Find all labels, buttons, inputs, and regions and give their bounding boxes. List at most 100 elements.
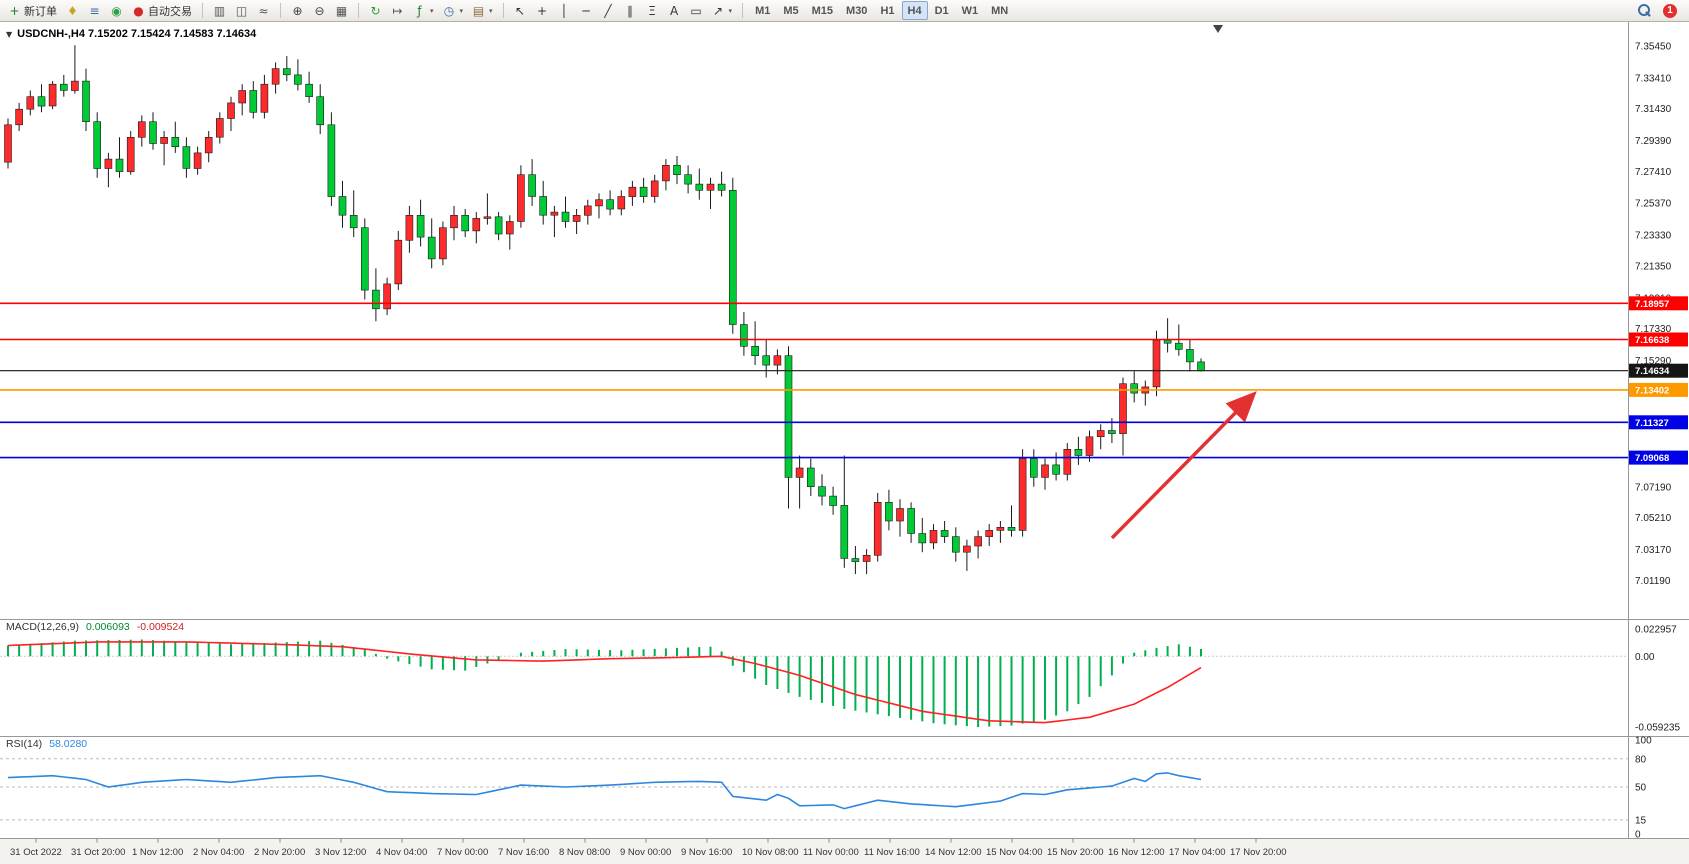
rsi-plot-area[interactable] <box>0 738 1628 838</box>
candle-body-up <box>773 355 782 366</box>
candle-body-up <box>472 218 481 232</box>
candle <box>1074 436 1083 465</box>
tf-mn-button[interactable]: MN <box>985 1 1014 20</box>
auto-scroll-button[interactable]: ↻ <box>365 1 386 20</box>
candle-body-up <box>896 508 904 522</box>
candle-body-up <box>517 174 525 222</box>
tf-m15-button[interactable]: M15 <box>806 1 839 20</box>
candle <box>940 521 949 543</box>
toolbar-group-chart-type: ▥ ◫ ≈ <box>209 1 274 20</box>
candle <box>662 159 670 191</box>
candle-body-up <box>71 80 79 91</box>
arrows-tool-button[interactable]: ↗ ▾ <box>708 1 737 20</box>
market-watch-button[interactable]: ≡ <box>84 1 105 20</box>
rsi-line <box>7 772 1202 810</box>
horizontal-line-button[interactable]: ─ <box>576 1 597 20</box>
candle <box>1041 458 1049 490</box>
candle-body-down <box>372 289 380 310</box>
candle-body-up <box>138 121 146 138</box>
crosshair-button[interactable]: + <box>532 1 553 20</box>
candle-body-down <box>427 236 436 260</box>
candle <box>818 474 826 506</box>
time-axis-area[interactable] <box>0 839 1689 864</box>
zoom-in-button[interactable]: ⊕ <box>287 1 308 20</box>
line-chart-icon: ≈ <box>258 3 269 18</box>
candle <box>271 62 280 94</box>
price-axis-label: 7.05210 <box>1635 513 1672 524</box>
time-axis-label: 4 Nov 04:00 <box>376 847 427 858</box>
new-order-button[interactable]: + 新订单 <box>4 1 61 20</box>
periods-button[interactable]: ◷ ▾ <box>439 1 468 20</box>
time-axis-label: 2 Nov 04:00 <box>193 847 244 858</box>
candle-body-down <box>1030 458 1038 478</box>
candle-body-up <box>238 90 246 104</box>
chart-shift-marker[interactable] <box>1213 25 1223 33</box>
cursor-button[interactable]: ↖ <box>510 1 531 20</box>
price-axis-area[interactable] <box>1629 22 1689 839</box>
search-button[interactable] <box>1634 1 1655 20</box>
bar-chart-button[interactable]: ▥ <box>209 1 230 20</box>
tf-m5-button[interactable]: M5 <box>777 1 804 20</box>
candle <box>483 193 492 225</box>
navigator-button[interactable]: ◉ <box>106 1 127 20</box>
candle-body-up <box>873 501 882 556</box>
pivot-price-tag <box>1629 382 1688 397</box>
chart-shift-button[interactable]: ↦ <box>387 1 408 20</box>
candle <box>650 174 659 203</box>
time-axis-label: 11 Nov 00:00 <box>803 847 859 858</box>
trend-arrow[interactable] <box>1110 391 1257 540</box>
time-axis-label: 31 Oct 2022 <box>10 847 62 858</box>
candle <box>885 489 893 531</box>
rsi-scale-label: 80 <box>1635 754 1647 765</box>
candle-body-up <box>439 227 447 260</box>
one-click-trading-toggle[interactable]: ▼ <box>6 29 13 39</box>
candle-body-down <box>82 80 90 122</box>
tf-d1-label: D1 <box>934 4 949 17</box>
vertical-line-button[interactable]: │ <box>554 1 575 20</box>
candlestick-chart-button[interactable]: ◫ <box>231 1 252 20</box>
time-axis-label: 7 Nov 00:00 <box>437 847 488 858</box>
tf-m30-button[interactable]: M30 <box>840 1 873 20</box>
rsi-scale-label: 100 <box>1635 736 1652 747</box>
equidistant-channel-button[interactable]: ∥ <box>620 1 641 20</box>
candle-body-up <box>963 545 971 553</box>
candle-body-down <box>951 536 960 553</box>
fibonacci-button[interactable]: Ξ <box>642 1 663 20</box>
macd-plot-area[interactable] <box>0 620 1628 736</box>
chevron-down-icon: ▾ <box>459 6 464 15</box>
price-axis-label: 7.07190 <box>1635 482 1672 493</box>
candle-body-down <box>1130 383 1138 394</box>
text-button[interactable]: A <box>664 1 685 20</box>
search-icon <box>1638 4 1651 17</box>
tile-windows-button[interactable]: ▦ <box>331 1 352 20</box>
line-chart-button[interactable]: ≈ <box>253 1 274 20</box>
tf-m1-label: M1 <box>755 4 771 17</box>
candle <box>472 212 481 244</box>
chart-canvas[interactable]: 7.35450 7.33410 7.31430 7.29390 7.27410 7.253… <box>0 22 1689 864</box>
zoom-out-button[interactable]: ⊖ <box>309 1 330 20</box>
indicators-button[interactable]: ƒ ▾ <box>409 1 438 20</box>
candle <box>338 180 347 228</box>
trendline-button[interactable]: ╱ <box>598 1 619 20</box>
tf-d1-button[interactable]: D1 <box>929 1 955 20</box>
tf-h1-button[interactable]: H1 <box>874 1 900 20</box>
auto-trading-button[interactable]: ● 自动交易 <box>128 1 196 20</box>
tf-m1-button[interactable]: M1 <box>749 1 776 20</box>
zoom-in-icon: ⊕ <box>292 3 303 18</box>
candle-body-up <box>48 83 57 107</box>
candle-body-up <box>104 158 113 169</box>
candle <box>706 177 715 209</box>
candle <box>360 218 369 300</box>
templates-button[interactable]: ▤ ▾ <box>468 1 497 20</box>
tf-w1-button[interactable]: W1 <box>956 1 985 20</box>
candle-body-up <box>662 165 670 182</box>
text-label-button[interactable]: ▭ <box>686 1 707 20</box>
main-plot-area[interactable] <box>0 22 1628 619</box>
notification-badge[interactable]: 1 <box>1663 3 1677 18</box>
candle-body-down <box>1197 361 1205 372</box>
candle <box>171 121 180 153</box>
chart-tools-button[interactable]: ♦ <box>62 1 83 20</box>
candle-body-up <box>505 221 514 235</box>
tf-h4-button[interactable]: H4 <box>901 1 928 20</box>
candle-body-up <box>1018 458 1027 531</box>
